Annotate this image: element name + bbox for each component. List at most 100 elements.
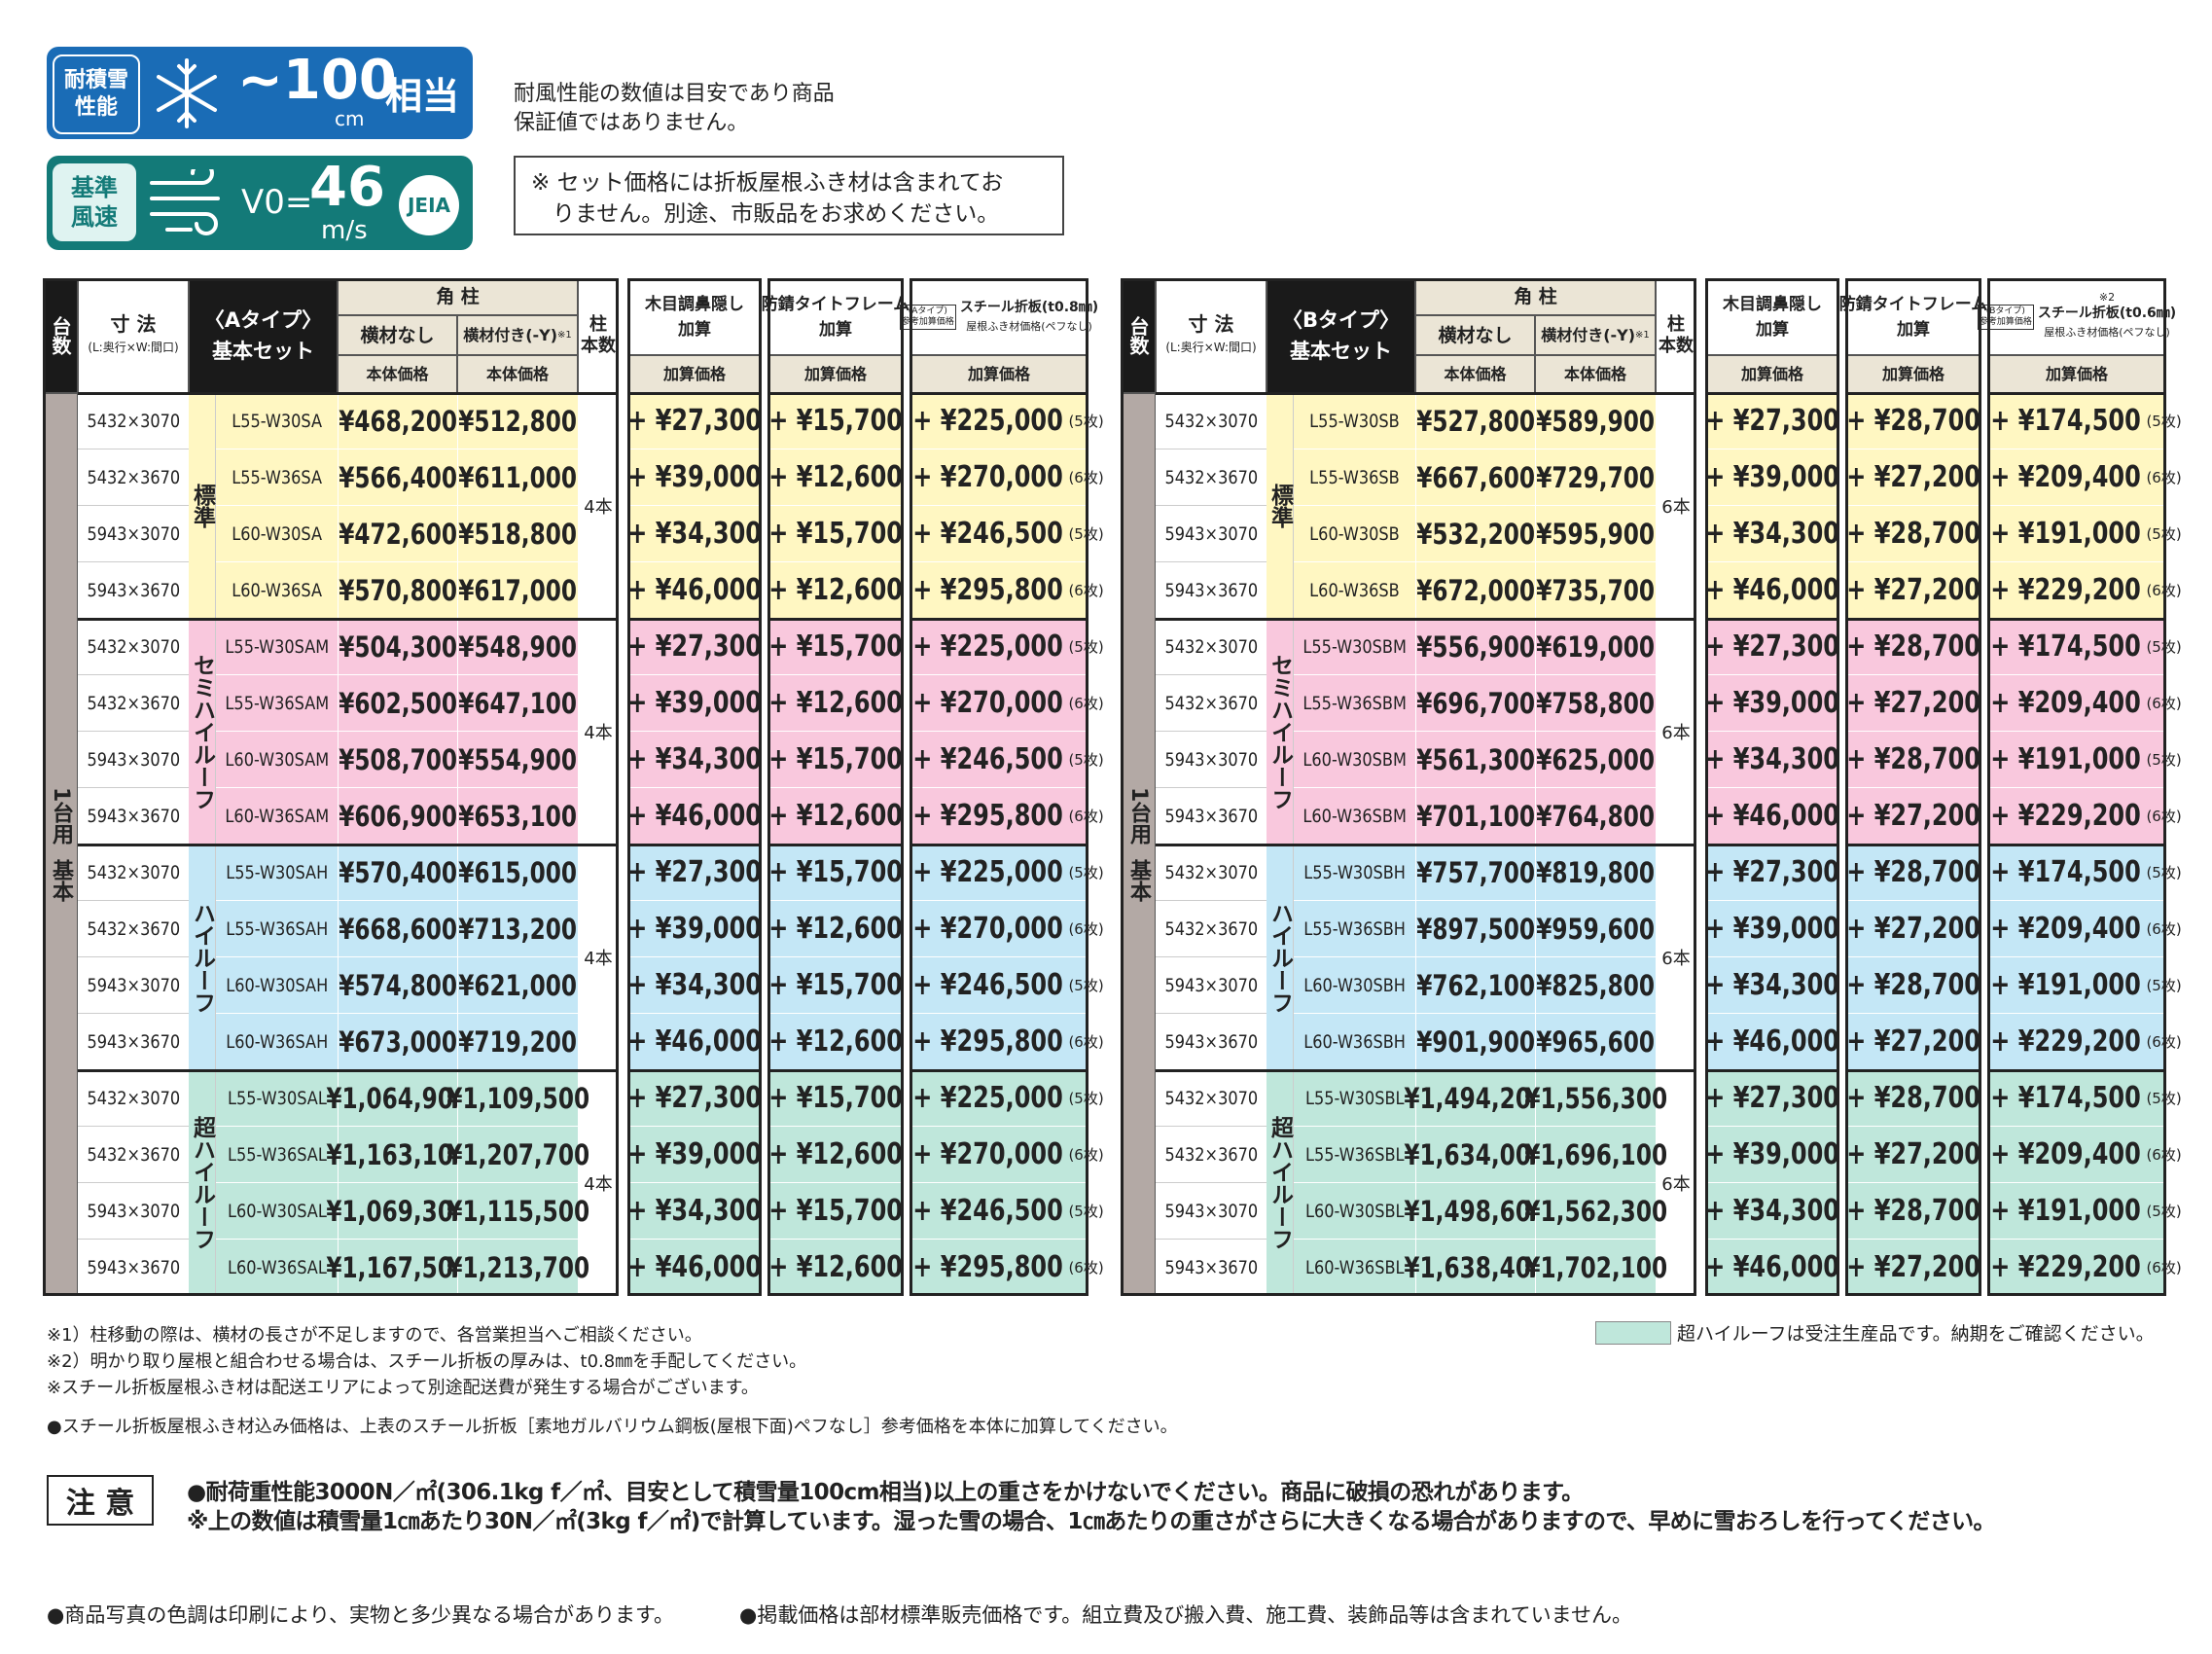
group-divider — [1845, 1069, 1981, 1072]
group-name: 超ハイルーフ — [1267, 1116, 1293, 1250]
add-price: + ¥12,600 — [768, 799, 903, 833]
steel-cell: + ¥229,200 (6枚) — [1987, 1240, 2182, 1296]
add-price: + ¥15,700 — [768, 855, 903, 889]
header-text: ※1 — [1635, 329, 1650, 341]
model-cell: L60-W30SBL — [1294, 1183, 1415, 1240]
size-cell: 5943×3670 — [1156, 562, 1267, 619]
price-cell: ¥758,800 — [1535, 675, 1656, 732]
add-price: + ¥191,000 — [1990, 517, 2142, 551]
price-cell: ¥570,400 — [338, 845, 457, 901]
size-cell: 5943×3670 — [1156, 1240, 1267, 1296]
header-text: 加算 — [819, 319, 852, 340]
size-cell: 5943×3070 — [78, 732, 189, 788]
header-steel: (Aタイプ) 参考加算価格 スチール折板(t0.8㎜) 屋根ふき材価格(ペフなし) — [899, 278, 1098, 355]
steel-cell: + ¥174,500 (5枚) — [1987, 619, 2182, 675]
price: ¥1,638,400 — [1404, 1250, 1548, 1284]
model: L55-W30SAL — [227, 1087, 327, 1109]
price: ¥819,800 — [1536, 855, 1656, 889]
header-text: 屋根ふき材価格(ペフなし) — [2044, 325, 2170, 339]
price-cell: ¥1,163,100 — [327, 1127, 469, 1183]
add-price: + ¥209,400 — [1990, 912, 2142, 946]
add-price: + ¥28,700 — [1846, 1081, 1980, 1115]
sheet-count: (6枚) — [1068, 808, 1104, 825]
wood-cell: + ¥34,300 — [627, 957, 762, 1014]
post-count-text: 6本 — [1661, 723, 1691, 743]
group-divider — [627, 1069, 762, 1072]
add-price: + ¥46,000 — [1705, 1025, 1839, 1059]
post-count: 4本 — [578, 393, 619, 619]
price: ¥668,600 — [339, 912, 457, 946]
steel-cell: + ¥209,400 (6枚) — [1987, 1127, 2182, 1183]
model: L55-W30SAM — [225, 635, 329, 658]
size: 5432×3670 — [87, 1143, 180, 1166]
label-line: 基準 — [71, 174, 118, 201]
price: ¥729,700 — [1536, 460, 1656, 494]
wood-cell: + ¥27,300 — [1705, 1070, 1839, 1127]
model: L60-W36SBH — [1303, 1030, 1406, 1053]
frame-cell: + ¥15,700 — [767, 1183, 904, 1240]
model: L55-W36SAH — [225, 917, 328, 940]
group-name: セミハイルーフ — [1267, 653, 1293, 810]
frame-cell: + ¥27,200 — [1845, 675, 1981, 732]
sheet-count: (6枚) — [1068, 1146, 1104, 1164]
note-line: 保証値ではありません。 — [514, 111, 749, 135]
sheet-count: (5枚) — [1068, 525, 1104, 543]
add-price: + ¥270,000 — [912, 912, 1064, 946]
wood-cell: + ¥34,300 — [627, 1183, 762, 1240]
bottom-note: ●商品写真の色調は印刷により、実物と多少異なる場合があります。 — [47, 1600, 1214, 1629]
price: ¥1,064,900 — [326, 1081, 470, 1115]
add-price: + ¥191,000 — [1990, 1194, 2142, 1228]
price: ¥701,100 — [1416, 799, 1535, 833]
price: ¥673,000 — [339, 1025, 457, 1059]
header-text: (L:奥行×W:間口) — [1165, 341, 1257, 354]
size-cell: 5943×3670 — [1156, 1014, 1267, 1070]
header-add-price: 加算価格 — [627, 355, 762, 393]
frame-cell: + ¥28,700 — [1845, 619, 1981, 675]
add-price: + ¥27,300 — [1705, 855, 1839, 889]
add-price: + ¥46,000 — [627, 1250, 762, 1284]
model-cell: L55-W36SAH — [216, 901, 338, 957]
wood-cell: + ¥34,300 — [1705, 732, 1839, 788]
add-price: + ¥246,500 — [912, 742, 1064, 776]
price-cell: ¥819,800 — [1535, 845, 1656, 901]
group-label: ハイルーフ — [1267, 845, 1294, 1070]
note-line: ※ セット価格には折板屋根ふき材は含まれてお — [531, 170, 1004, 196]
wood-cell: + ¥27,300 — [627, 619, 762, 675]
model: L55-W36SBH — [1303, 917, 1406, 940]
add-price: + ¥39,000 — [627, 460, 762, 494]
steel-cell: + ¥295,800 (6枚) — [910, 788, 1104, 845]
price-cell: ¥548,900 — [457, 619, 578, 675]
price-cell: ¥468,200 — [338, 393, 457, 449]
post-count-text: 4本 — [584, 1174, 613, 1195]
group-divider — [767, 618, 904, 621]
size-cell: 5432×3670 — [78, 1127, 189, 1183]
header-text: 横材なし — [360, 324, 435, 346]
group-divider — [627, 618, 762, 621]
price-cell: ¥764,800 — [1535, 788, 1656, 845]
size: 5943×3670 — [87, 805, 180, 827]
frame-cell: + ¥28,700 — [1845, 1183, 1981, 1240]
side-text: 基本 — [49, 858, 73, 902]
model: L55-W30SBH — [1303, 861, 1406, 883]
header-size: 寸 法 (L:奥行×W:間口) — [78, 278, 189, 393]
price: ¥518,800 — [458, 517, 578, 551]
add-price: + ¥229,200 — [1990, 573, 2142, 607]
header-text: 横材なし — [1438, 324, 1513, 346]
add-price: + ¥34,300 — [1705, 517, 1839, 551]
price-cell: ¥825,800 — [1535, 957, 1656, 1014]
add-price: + ¥270,000 — [912, 460, 1064, 494]
sheet-count: (5枚) — [2146, 525, 2182, 543]
size-cell: 5943×3070 — [78, 1183, 189, 1240]
price: ¥1,634,000 — [1404, 1137, 1548, 1171]
frame-cell: + ¥12,600 — [767, 562, 904, 619]
add-price: + ¥225,000 — [912, 629, 1064, 664]
wind-badge: 基準 風速 V0= 46 m/s JEIA — [47, 156, 473, 250]
size-cell: 5943×3070 — [1156, 732, 1267, 788]
header-text: ※1 — [557, 329, 572, 341]
header-text: (Bタイプ) — [1985, 306, 2025, 316]
price: ¥647,100 — [458, 686, 578, 720]
price: ¥617,000 — [458, 573, 578, 607]
steel-ref: (Bタイプ) 参考加算価格 — [1977, 304, 2034, 330]
price: ¥1,163,100 — [326, 1137, 470, 1171]
header-text: 木目調鼻隠し — [1723, 294, 1822, 314]
